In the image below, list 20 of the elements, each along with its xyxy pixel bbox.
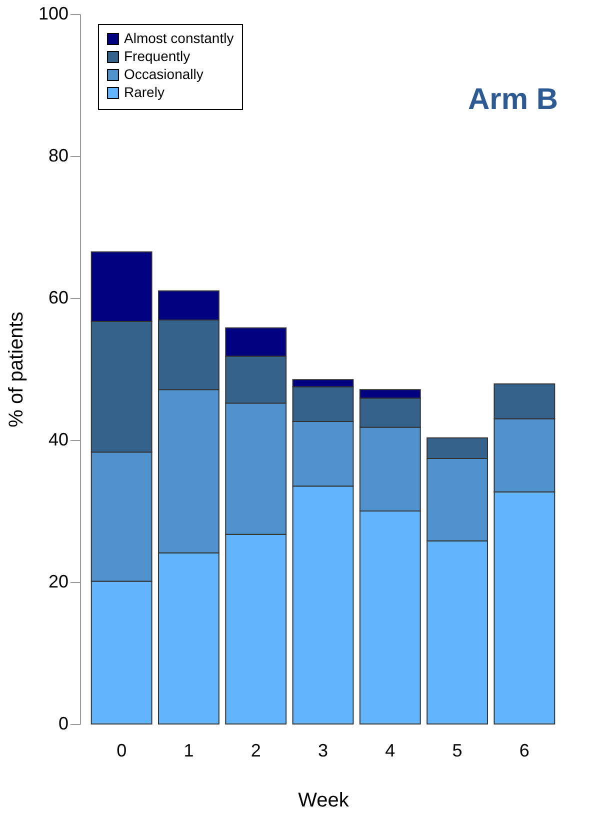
- x-tick-label: 0: [116, 740, 127, 760]
- x-tick-label: 3: [318, 740, 328, 760]
- legend-label: Occasionally: [124, 66, 204, 82]
- legend-label: Almost constantly: [124, 30, 234, 46]
- y-axis-title: % of patients: [5, 312, 28, 428]
- y-tick-label: 60: [48, 288, 68, 308]
- y-tick-label: 40: [48, 430, 68, 450]
- x-tick-label: 4: [385, 740, 396, 760]
- y-tick-label: 0: [58, 714, 68, 734]
- x-tick-label: 6: [519, 740, 530, 760]
- y-tick-label: 20: [48, 572, 68, 592]
- y-tick-label: 100: [38, 4, 68, 24]
- x-tick-label: 1: [184, 740, 194, 760]
- x-axis-title: Week: [298, 790, 350, 812]
- y-tick-label: 80: [48, 146, 68, 166]
- x-tick-label: 5: [452, 740, 462, 760]
- x-tick-label: 2: [250, 740, 261, 760]
- text: Arm B: [468, 83, 558, 116]
- legend-label: Frequently: [124, 48, 190, 64]
- legend-label: Rarely: [124, 84, 164, 100]
